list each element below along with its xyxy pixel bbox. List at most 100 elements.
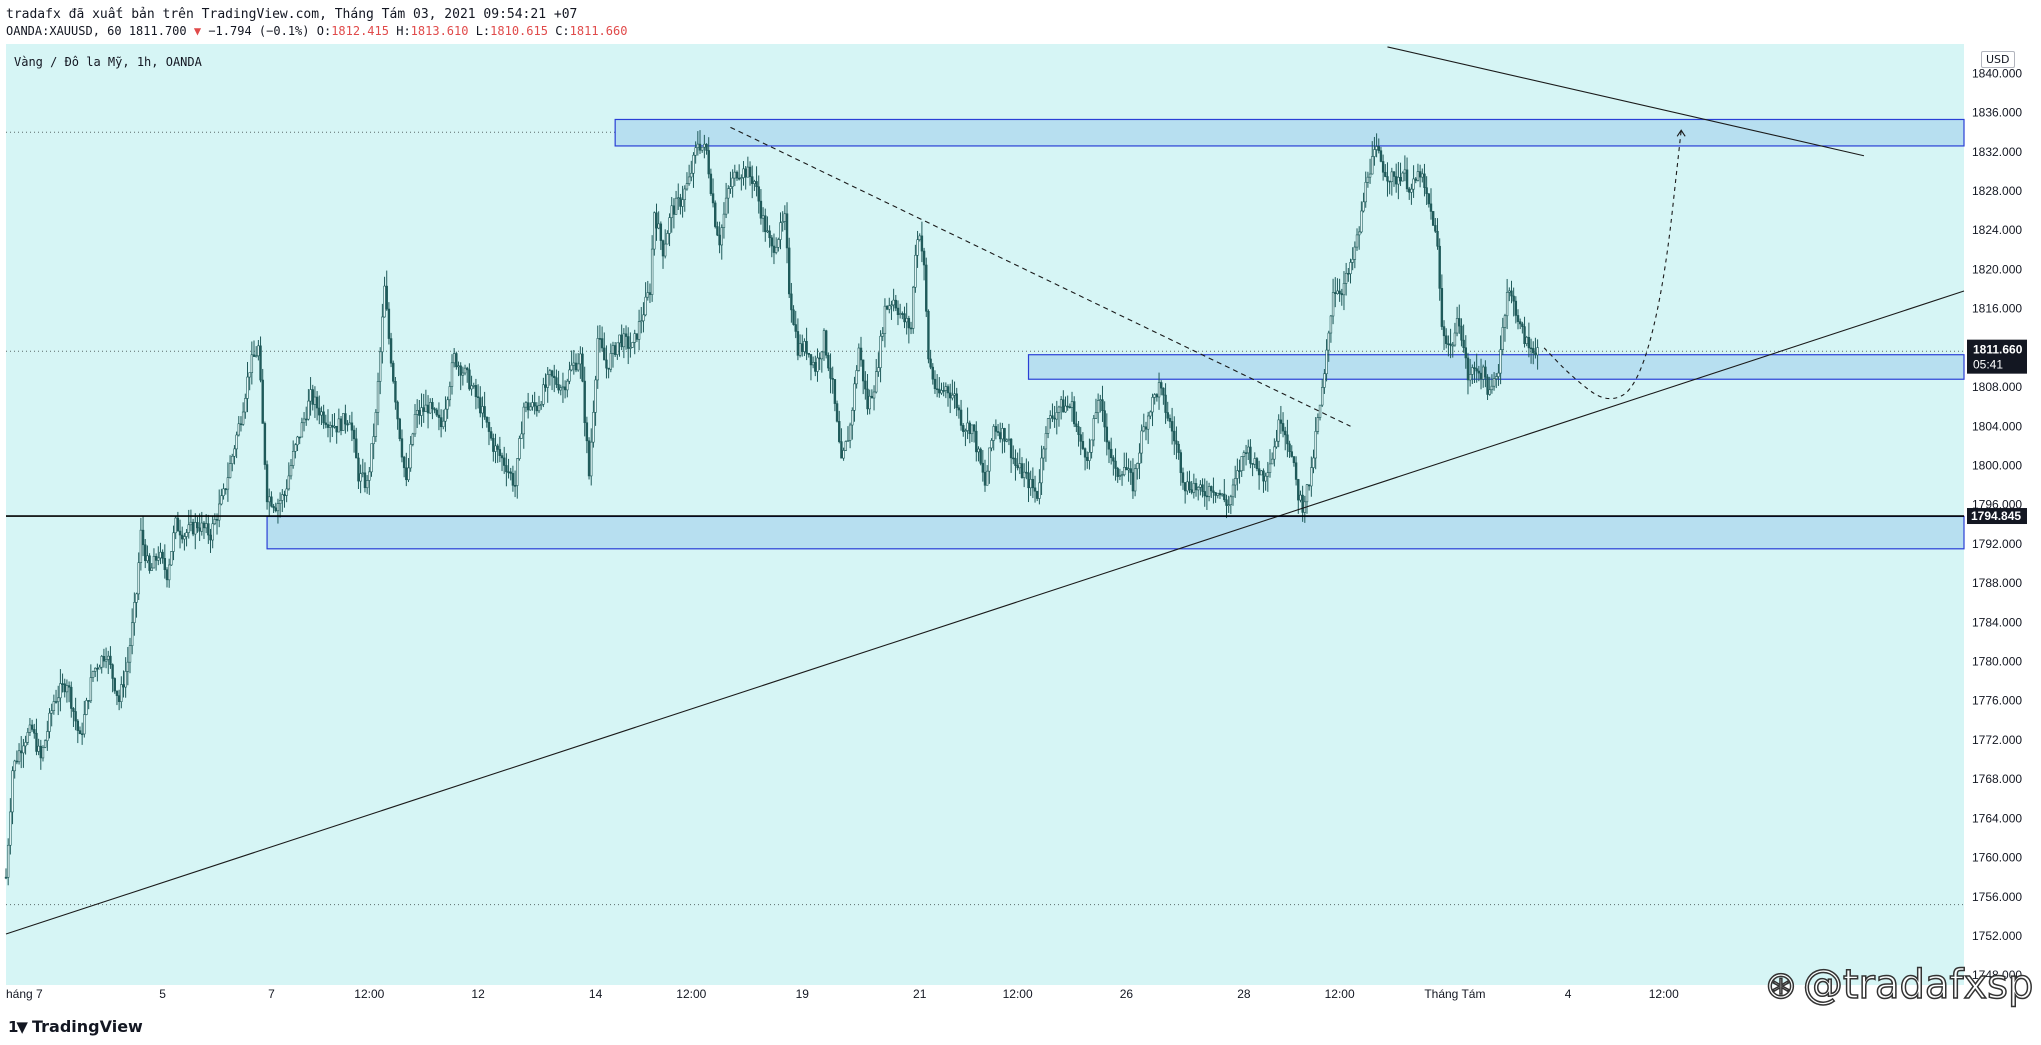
trendline-1[interactable] [1387,46,1865,157]
candle-body [28,724,32,733]
candle-body [405,467,408,481]
candle-body [165,569,169,581]
candle-body [1072,401,1076,425]
candle-body [70,686,73,709]
candle-body [1079,434,1082,442]
candle-body [241,411,245,425]
x-tick-label: 5 [159,987,166,1001]
candle-body [335,425,338,433]
projection-path[interactable] [1543,130,1682,400]
candle-body [1523,326,1526,344]
candle-body [107,655,110,660]
low-label: L: [475,24,491,38]
candle-body [1486,376,1489,395]
candle-body [1279,419,1283,424]
candle-body [716,226,719,236]
candle-body [814,361,817,372]
candle-body [4,876,8,879]
candle-body [1066,405,1069,408]
x-tick-label: 12:00 [354,987,384,1001]
candle-body [888,305,891,310]
candle-body [1029,478,1032,489]
candle-body [703,143,706,148]
ohlc-line: OANDA:XAUUSD, 60 1811.700 ▼ −1.794 (−0.1… [6,24,627,38]
candle-body [309,389,312,402]
candle-body [824,330,828,356]
candle-body [518,438,521,460]
candle-body [1025,471,1028,474]
candle-body [1205,495,1209,498]
tradingview-logo-icon: 𝟭▼ [8,1017,28,1036]
candle-body [1192,483,1196,493]
candle-body [1109,448,1113,459]
candle-body [742,168,745,178]
candle-body [663,243,667,257]
candle-body [809,354,813,366]
candle-body [635,333,639,340]
candle-body [1094,412,1098,419]
candle-body [1127,468,1130,471]
candle-body [20,750,23,754]
candle-body [305,418,308,421]
candle-body [1364,181,1367,203]
candle-body [748,166,752,177]
candle-body [744,168,747,178]
candle-body [1492,378,1496,387]
candle-body [1223,493,1226,501]
tradingview-logo[interactable]: 𝟭▼ TradingView [8,1017,143,1036]
candle-body [89,677,93,702]
candle-body [855,370,858,385]
candle-body [522,406,525,435]
candle-body [879,335,882,368]
candle-body [1484,366,1487,378]
plot-area[interactable] [6,44,1964,985]
symbol-label[interactable]: OANDA:XAUUSD, 60 [6,24,122,38]
candle-body [616,342,619,355]
candle-body [909,327,913,330]
candle-body [385,285,388,310]
trendline-0[interactable] [5,290,1965,935]
candle-body [1301,494,1304,513]
candle-body [6,844,10,878]
candle-body [124,671,127,688]
candle-body [324,422,328,425]
candle-body [185,532,188,537]
candle-body [1329,315,1333,334]
candle-body [1527,336,1531,349]
candle-body [331,425,334,428]
candle-body [13,760,16,772]
candle-body [1423,173,1426,188]
candle-body [916,239,919,256]
candle-body [1501,327,1504,350]
price-chart[interactable]: 1748.000 1752.000 1756.000 1760.000 1764.000… [0,0,2041,1012]
candle-body [1033,487,1037,492]
candle-body [1497,372,1500,377]
zone-rect-2[interactable] [266,515,1965,550]
candle-body [735,171,739,179]
candle-body [302,418,306,424]
candle-body [933,378,937,390]
currency-badge[interactable]: USD [1981,51,2015,68]
candle-body [737,177,741,180]
candle-body [252,354,256,357]
candle-body [790,293,793,311]
candle-body [429,402,432,414]
candle-body [787,247,791,295]
candle-body [311,389,314,405]
candle-body [494,445,497,452]
candle-body [1068,406,1072,409]
trendline-2[interactable] [730,126,1351,427]
projection-arrowhead [1676,129,1686,137]
candle-body [1088,452,1091,461]
zone-rect-0[interactable] [614,118,1965,147]
candle-body [52,701,56,711]
candle-body [167,564,171,581]
candle-body [1197,487,1200,491]
x-tick-label: 7 [268,987,275,1001]
candle-body [63,683,66,693]
candle-body [498,449,502,456]
close-value: 1811.660 [569,24,628,38]
candle-body [1233,478,1237,486]
candle-body [746,166,750,178]
tradingview-logo-text: TradingView [31,1017,143,1036]
